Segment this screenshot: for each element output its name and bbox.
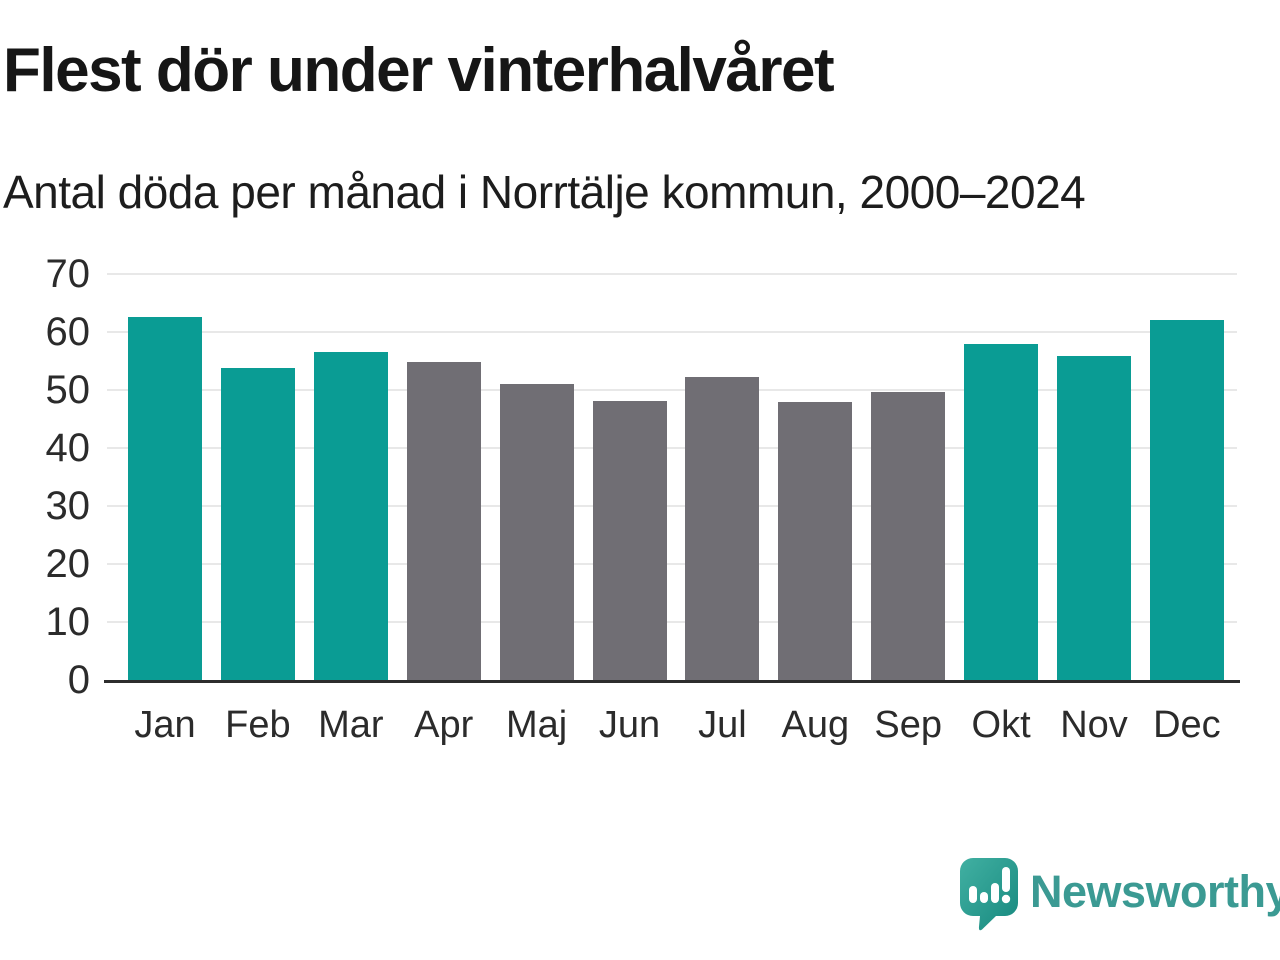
gridline-y20: [107, 563, 1237, 565]
brand-lockup: Newsworthy: [960, 858, 1280, 934]
gridline-y50: [107, 389, 1237, 391]
y-axis-tick-label: 0: [67, 658, 90, 702]
gridline-y30: [107, 505, 1237, 507]
x-axis-tick-label-feb: Feb: [225, 704, 291, 746]
bar-okt: [964, 344, 1039, 680]
x-axis-tick-label-jan: Jan: [134, 704, 196, 746]
gridline-y70: [107, 273, 1237, 275]
y-axis-tick-label: 50: [45, 368, 91, 412]
x-axis-tick-label-dec: Dec: [1153, 704, 1221, 746]
gridline-y40: [107, 447, 1237, 449]
x-axis-tick-label-jun: Jun: [598, 704, 661, 746]
y-axis-tick-label: 10: [45, 600, 91, 644]
y-axis-tick-label: 30: [45, 484, 91, 528]
y-axis-tick-label: 20: [45, 542, 91, 586]
x-axis-tick-label-mar: Mar: [318, 704, 384, 746]
bar-jan: [128, 316, 202, 680]
y-axis-tick-label: 70: [45, 252, 91, 296]
x-axis-line: [104, 680, 1240, 683]
x-axis-tick-label-maj: Maj: [505, 704, 568, 746]
bar-mar: [313, 351, 388, 680]
x-axis-tick-label-apr: Apr: [414, 704, 474, 746]
gridline-y60: [107, 331, 1237, 333]
bar-maj: [499, 384, 574, 680]
y-axis-tick-label: 60: [45, 310, 91, 354]
bar-dec: [1149, 320, 1224, 680]
x-axis-tick-label-sep: Sep: [874, 704, 942, 746]
x-axis-tick-label-nov: Nov: [1060, 704, 1128, 746]
y-axis-tick-label: 40: [45, 426, 91, 470]
brand-wordmark: Newsworthy: [1030, 866, 1280, 917]
plot-area: 0 10 20 30 40 50 60 70 Jan Feb Mar Apr Maj Jun Jul Aug S…: [45, 252, 1240, 746]
bar-nov: [1057, 355, 1131, 680]
chart-subtitle: Antal döda per månad i Norrtälje kommun,…: [3, 166, 1086, 218]
x-axis-tick-label-okt: Okt: [971, 704, 1031, 746]
bar-jul: [685, 376, 760, 680]
newsworthy-logo-icon: [960, 858, 1018, 931]
gridline-y10: [107, 621, 1237, 623]
x-axis-tick-label-jul: Jul: [698, 704, 747, 746]
bar-jun: [592, 401, 667, 680]
bar-feb: [220, 367, 295, 680]
x-axis-tick-label-aug: Aug: [781, 704, 850, 746]
bar-sep: [871, 391, 946, 680]
bar-apr: [406, 362, 481, 680]
chart-title: Flest dör under vinterhalvåret: [3, 36, 835, 105]
bar-aug: [778, 402, 853, 680]
